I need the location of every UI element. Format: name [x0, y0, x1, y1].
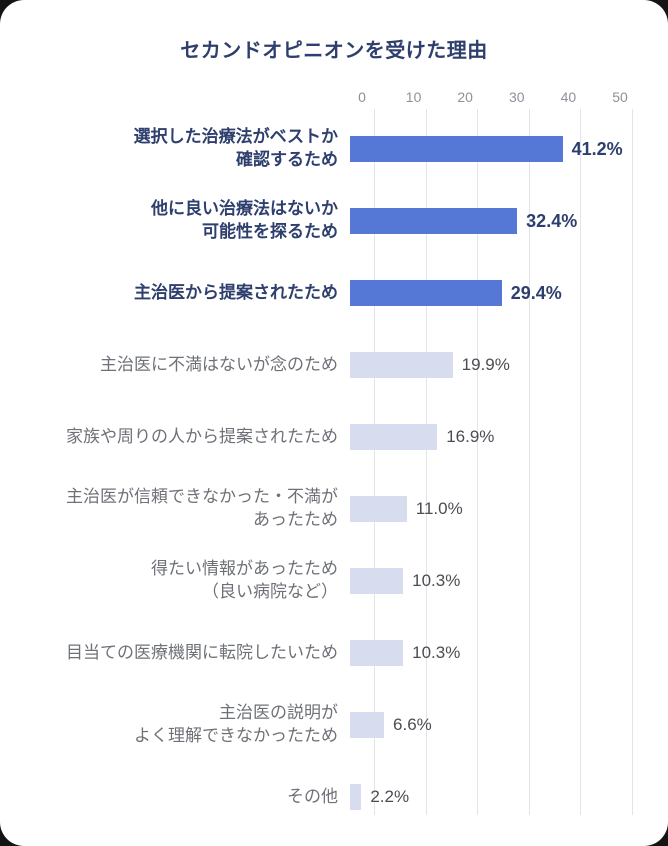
chart-row: その他 2.2% [12, 761, 668, 833]
bar-area: 19.9% [350, 352, 608, 378]
axis-tick: 50 [612, 89, 628, 105]
chart-row: 他に良い治療法はないか 可能性を探るため 32.4% [12, 185, 668, 257]
bar [350, 640, 404, 666]
bar-area: 11.0% [350, 496, 608, 522]
row-label: 家族や周りの人から提案されたため [66, 426, 338, 446]
bar-area: 10.3% [350, 568, 608, 594]
plot-area: 選択した治療法がベストか 確認するため 41.2% 他に良い治療法はないか 可能… [12, 109, 668, 833]
x-axis: 0 10 20 30 40 50 [358, 89, 628, 109]
value-label: 6.6% [393, 715, 432, 734]
row-label: 他に良い治療法はないか 可能性を探るため [151, 199, 338, 241]
bar-chart: 0 10 20 30 40 50 選択した治療法がベストか 確認するため [0, 89, 668, 833]
bar [350, 496, 407, 522]
chart-row: 目当ての医療機関に転院したいため 10.3% [12, 617, 668, 689]
bar [350, 280, 502, 306]
value-label: 41.2% [571, 138, 623, 159]
row-label: その他 [287, 786, 338, 806]
value-label: 32.4% [526, 210, 578, 231]
bar [350, 712, 385, 738]
chart-row: 選択した治療法がベストか 確認するため 41.2% [12, 113, 668, 185]
value-label: 11.0% [415, 499, 463, 518]
bar [350, 208, 518, 234]
bar [350, 424, 438, 450]
axis-tick: 40 [560, 89, 577, 105]
value-label: 19.9% [461, 355, 510, 374]
axis-tick: 20 [457, 89, 473, 105]
axis-tick: 10 [405, 89, 422, 105]
value-label: 10.3% [412, 643, 461, 662]
row-label: 主治医から提案されたため [134, 282, 338, 302]
bar-area: 41.2% [350, 136, 623, 162]
bar-area: 16.9% [350, 424, 608, 450]
chart-row: 主治医が信頼できなかった・不満が あったため 11.0% [12, 473, 668, 545]
bar-area: 2.2% [350, 784, 608, 810]
bar [350, 784, 362, 810]
axis-tick: 30 [509, 89, 525, 105]
row-label: 主治医に不満はないが念のため [100, 354, 338, 374]
chart-row: 主治医に不満はないが念のため 19.9% [12, 329, 668, 401]
chart-row: 得たい情報があったため （良い病院など） 10.3% [12, 545, 668, 617]
row-label: 主治医が信頼できなかった・不満が あったため [66, 487, 338, 529]
value-label: 10.3% [412, 571, 461, 590]
bar [350, 568, 404, 594]
bar-area: 6.6% [350, 712, 608, 738]
bar-area: 32.4% [350, 208, 608, 234]
axis-tick: 0 [358, 89, 366, 105]
row-label: 主治医の説明が よく理解できなかったため [134, 703, 338, 745]
row-label: 目当ての医療機関に転院したいため [66, 642, 338, 662]
value-label: 2.2% [370, 787, 410, 806]
chart-title: セカンドオピニオンを受けた理由 [180, 40, 488, 62]
row-label: 選択した治療法がベストか 確認するため [133, 127, 338, 169]
chart-row: 主治医から提案されたため 29.4% [12, 257, 668, 329]
chart-row: 家族や周りの人から提案されたため 16.9% [12, 401, 668, 473]
value-label: 16.9% [446, 427, 495, 446]
bar [350, 136, 563, 162]
value-label: 29.4% [510, 282, 562, 303]
bar [350, 352, 453, 378]
chart-row: 主治医の説明が よく理解できなかったため 6.6% [12, 689, 668, 761]
bar-area: 29.4% [350, 280, 608, 306]
chart-rows: 選択した治療法がベストか 確認するため 41.2% 他に良い治療法はないか 可能… [12, 113, 668, 833]
bar-area: 10.3% [350, 640, 608, 666]
row-label: 得たい情報があったため （良い病院など） [151, 559, 338, 601]
